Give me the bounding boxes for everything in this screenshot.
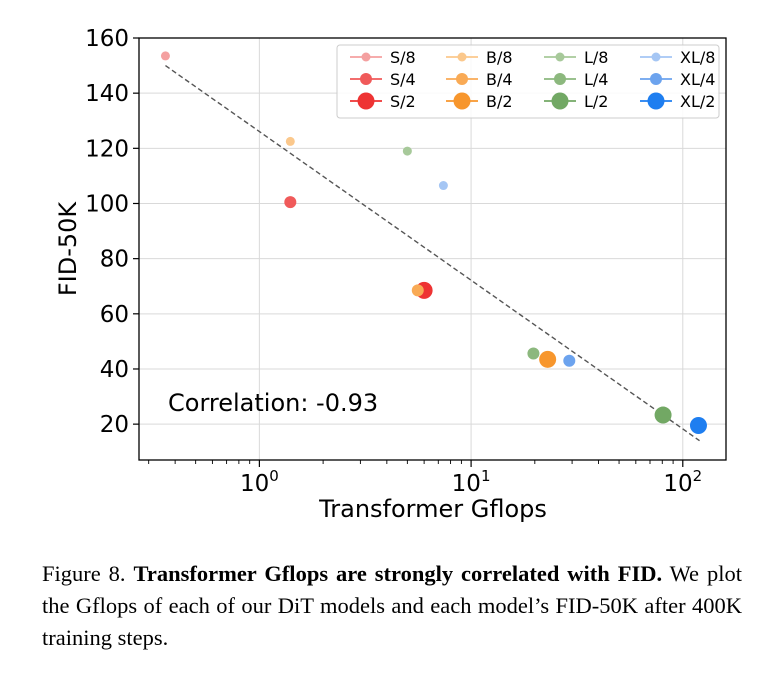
point-l-4 (527, 347, 540, 360)
point-l-8 (402, 146, 412, 156)
y-axis-label: FID-50K (54, 201, 82, 297)
y-tick-label: 100 (85, 191, 129, 217)
legend-label: XL/4 (680, 70, 715, 89)
legend-marker (456, 73, 468, 85)
legend-label: L/2 (584, 92, 608, 111)
legend-label: B/4 (486, 70, 513, 89)
x-tick-base: 10 (240, 471, 269, 497)
x-tick-exponent: 2 (693, 467, 703, 485)
legend-marker (360, 73, 372, 85)
legend-label: XL/2 (680, 92, 715, 111)
y-tick-label: 160 (85, 26, 129, 52)
point-xl-8 (438, 181, 448, 191)
point-xl-4 (563, 354, 576, 367)
legend-marker (551, 92, 569, 110)
plot-frame (138, 37, 727, 461)
legend-label: B/2 (486, 92, 513, 111)
y-tick-label: 20 (100, 412, 129, 438)
legend-label: L/8 (584, 48, 608, 67)
x-tick-label: 100 (240, 467, 279, 497)
correlation-annotation: Correlation: -0.93 (168, 389, 378, 417)
point-s-4 (284, 196, 297, 209)
y-tick-label: 40 (100, 357, 129, 383)
points-group (160, 51, 707, 435)
y-tick-label: 60 (100, 302, 129, 328)
caption-label: Figure 8. (42, 561, 126, 586)
legend-label: XL/8 (680, 48, 715, 67)
legend-label: L/4 (584, 70, 608, 89)
legend-marker (554, 73, 566, 85)
legend: S/8 S/4 S/2 B/8 B/4 B/2 L/8 L/4 L/2 XL/8 XL/4 XL/2 (336, 44, 720, 119)
caption-body: We plot the Gflops of each of our DiT mo… (42, 561, 742, 650)
y-tick-label: 120 (85, 136, 129, 162)
x-axis-label: Transformer Gflops (318, 495, 547, 523)
point-b-8 (285, 136, 295, 146)
y-tick-label: 140 (85, 81, 129, 107)
legend-label: S/8 (390, 48, 416, 67)
trendline (165, 65, 700, 442)
x-tick-exponent: 1 (481, 467, 491, 485)
y-tick-label: 80 (100, 247, 129, 273)
legend-marker (453, 92, 471, 110)
caption-title: Transformer Gflops are strongly correlat… (133, 561, 663, 586)
y-ticks: 20 40 60 80 100 120 140 160 (85, 26, 139, 438)
x-tick-label: 102 (663, 467, 702, 497)
point-b-2 (539, 350, 557, 368)
legend-marker (651, 52, 661, 62)
legend-label: S/4 (390, 70, 416, 89)
x-tick-base: 10 (663, 471, 692, 497)
figure-caption: Figure 8. Transformer Gflops are strongl… (42, 558, 742, 654)
legend-box (336, 44, 720, 119)
point-l-2 (654, 406, 672, 424)
x-tick-exponent: 0 (269, 467, 279, 485)
legend-marker (555, 52, 565, 62)
legend-marker (357, 92, 375, 110)
x-ticks: 100 101 102 (148, 460, 702, 497)
legend-marker (650, 73, 662, 85)
axes (138, 37, 727, 461)
point-s-8 (160, 51, 170, 61)
legend-marker (647, 92, 665, 110)
point-b-4 (411, 284, 424, 297)
legend-marker (361, 52, 371, 62)
legend-marker (457, 52, 467, 62)
legend-label: S/2 (390, 92, 416, 111)
trendline-group (165, 65, 700, 442)
point-xl-2 (689, 417, 707, 435)
x-tick-base: 10 (452, 471, 481, 497)
legend-label: B/8 (486, 48, 513, 67)
x-tick-label: 101 (452, 467, 491, 497)
